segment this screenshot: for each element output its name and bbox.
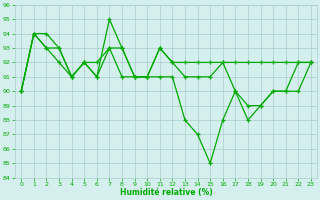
X-axis label: Humidité relative (%): Humidité relative (%) — [120, 188, 212, 197]
